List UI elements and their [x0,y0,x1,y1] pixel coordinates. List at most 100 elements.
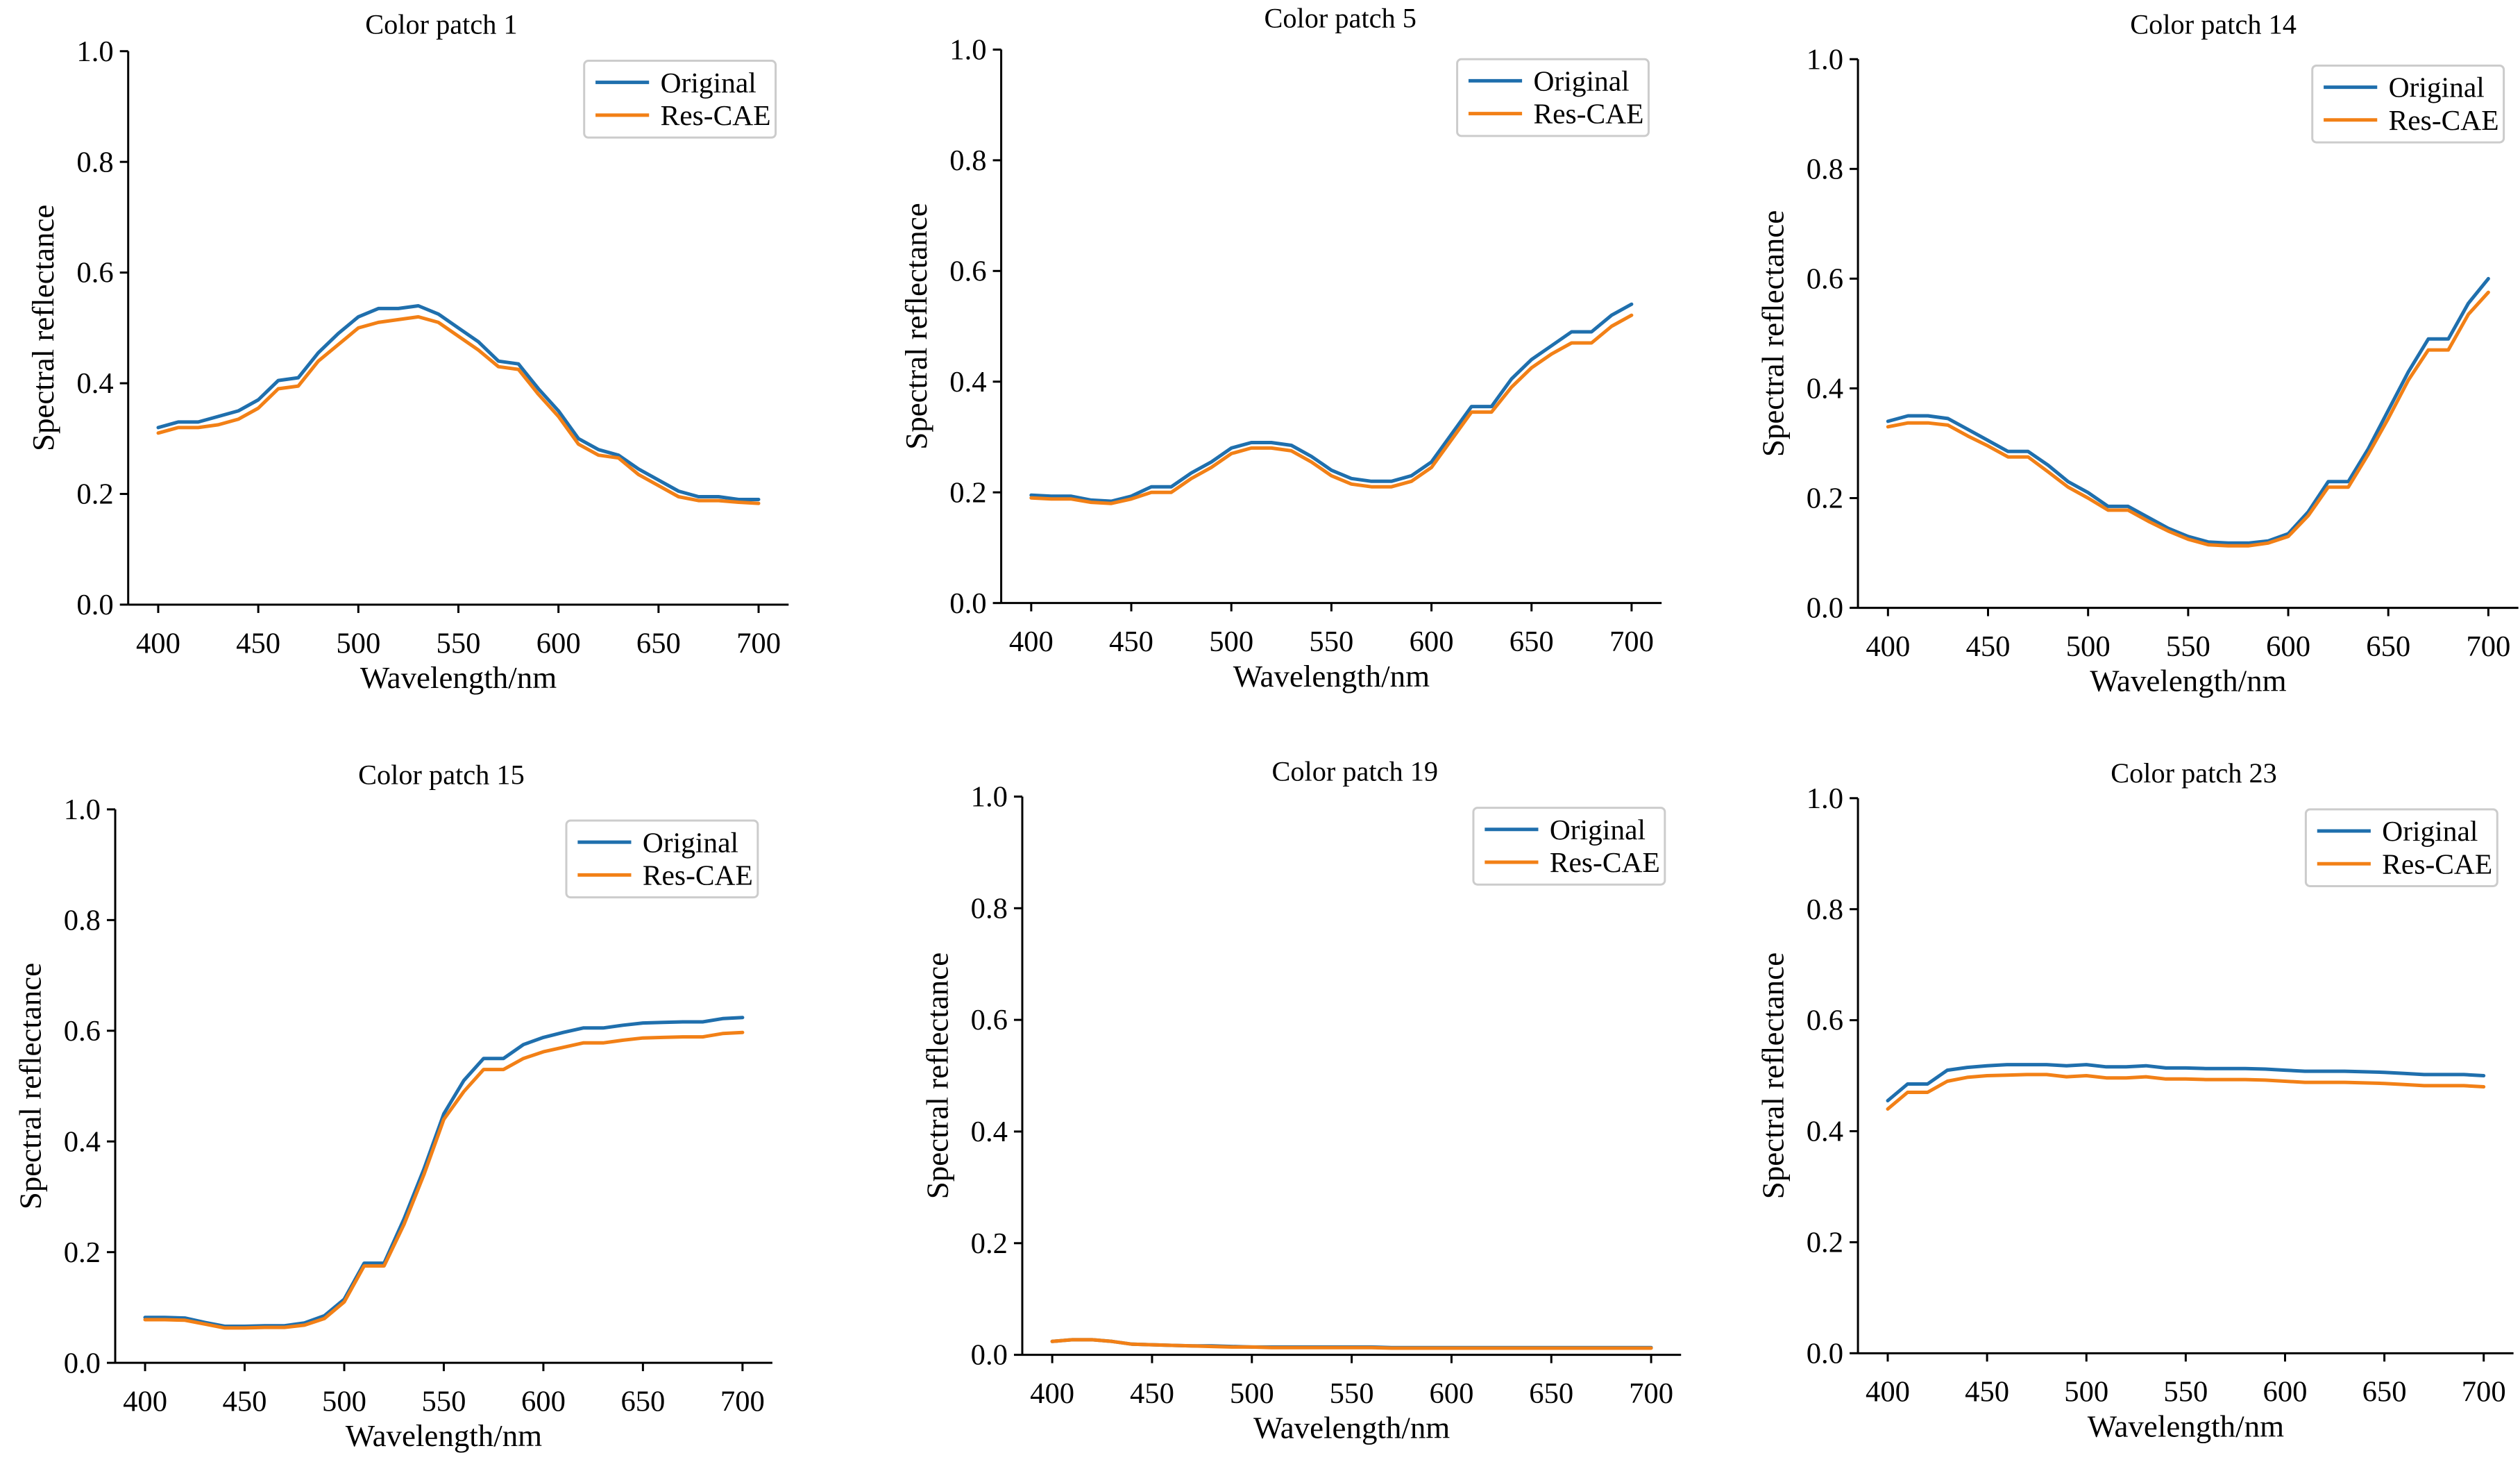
y-tick-label: 0.8 [949,144,986,177]
legend-box [1472,807,1666,886]
x-axis-label: Wavelength/nm [2090,664,2286,698]
y-tick-label: 0.0 [76,589,113,621]
y-tick-label: 0.4 [1807,373,1843,405]
x-tick-label: 450 [1130,1377,1174,1410]
subplot-6: Color patch 23 400 450 500 550 600 650 700 0.0 0.… [1756,757,2514,1443]
y-tick-label: 0.0 [1807,1337,1843,1370]
legend-label: Res-CAE [1533,98,1643,130]
series-line-res-cae [156,314,761,505]
legend-label: Res-CAE [2382,848,2492,880]
y-tick-label: 0.4 [64,1125,101,1158]
x-tick-label: 700 [720,1386,765,1418]
x-axis-label: Wavelength/nm [2088,1409,2284,1443]
y-tick-label: 0.0 [949,587,986,620]
y-tick-label: 1.0 [949,34,986,67]
y-tick-label: 0.6 [1807,262,1843,295]
y-tick-label: 0.6 [76,257,113,289]
x-tick-label: 600 [2263,1376,2308,1409]
series-line-res-cae [143,1030,745,1330]
legend-box [565,819,759,899]
y-tick-label: 0.8 [1807,153,1843,185]
x-tick-label: 600 [2266,630,2310,663]
x-tick-label: 400 [1030,1377,1074,1410]
x-tick-label: 650 [2362,1376,2407,1409]
series-line-res-cae [1050,1338,1653,1350]
y-tick-label: 0.4 [971,1116,1008,1148]
y-tick-label: 1.0 [76,35,113,68]
x-tick-label: 550 [421,1386,466,1418]
y-tick-label: 0.6 [1807,1005,1843,1037]
y-tick-label: 0.4 [949,366,986,398]
legend-box [583,60,777,139]
x-tick-label: 550 [2163,1376,2208,1409]
subplot-2: Color patch 5 400 450 500 550 600 650 700 0.0 0.2… [899,2,1662,694]
x-tick-label: 650 [1529,1377,1573,1410]
x-tick-label: 550 [1330,1377,1374,1410]
x-tick-label: 450 [1966,630,2011,663]
x-tick-label: 600 [1429,1377,1473,1410]
x-tick-label: 550 [437,627,481,659]
y-tick-label: 0.4 [76,367,113,400]
series-line-original [143,1016,745,1328]
x-tick-label: 500 [1230,1377,1274,1410]
y-tick-label: 0.8 [76,146,113,178]
legend-label: Original [1550,814,1646,846]
subplot-title: Color patch 14 [2130,9,2297,40]
y-tick-label: 0.2 [1807,482,1843,515]
x-tick-label: 500 [336,627,380,659]
x-tick-label: 600 [1410,625,1454,658]
series-line-res-cae [1886,1073,2486,1111]
x-tick-label: 600 [521,1386,566,1418]
x-tick-label: 700 [1629,1377,1673,1410]
legend-label: Original [661,67,756,99]
legend-box [1456,58,1650,137]
x-axis-label: Wavelength/nm [1253,1411,1450,1445]
x-tick-label: 500 [2064,1376,2108,1409]
legend-label: Original [1533,65,1629,96]
x-tick-label: 600 [536,627,581,659]
x-tick-label: 650 [636,627,681,659]
y-tick-label: 0.0 [1807,592,1843,625]
x-tick-label: 650 [620,1386,665,1418]
y-axis-label: Spectral reflectance [1756,952,1791,1199]
y-tick-label: 0.2 [76,478,113,511]
subplot-title: Color patch 5 [1265,2,1417,33]
x-tick-label: 450 [223,1386,267,1418]
x-tick-label: 500 [2066,630,2111,663]
series-line-original [156,304,761,501]
subplot-3: Color patch 14 400 450 500 550 600 650 700 0.0 0.… [1756,9,2519,698]
x-tick-label: 500 [1209,625,1253,658]
x-tick-label: 650 [2366,630,2410,663]
y-tick-label: 1.0 [971,781,1008,814]
y-tick-label: 0.6 [64,1015,101,1048]
y-tick-label: 0.2 [64,1236,101,1269]
x-tick-label: 700 [736,627,781,659]
subplot-5: Color patch 19 400 450 500 550 600 650 700 0.0 0.… [920,756,1682,1445]
y-axis-label: Spectral reflectance [13,963,48,1209]
x-axis-label: Wavelength/nm [1233,659,1430,694]
y-tick-label: 0.8 [1807,893,1843,926]
series-line-original [1886,276,2490,545]
legend-label: Original [2382,815,2478,847]
y-tick-label: 0.0 [64,1347,101,1379]
x-tick-label: 400 [1866,1376,1910,1409]
x-axis-label: Wavelength/nm [360,660,557,695]
y-tick-label: 0.2 [971,1227,1008,1260]
x-tick-label: 450 [236,627,280,659]
subplot-title: Color patch 1 [365,9,517,40]
subplot-title: Color patch 23 [2111,757,2277,789]
subplot-4: Color patch 15 400 450 500 550 600 650 700 0.0 0.… [13,759,772,1453]
series-line-res-cae [1029,313,1634,505]
legend-box [2304,808,2498,888]
x-tick-label: 500 [322,1386,366,1418]
subplot-title: Color patch 15 [358,759,525,790]
x-tick-label: 550 [1309,625,1353,658]
y-tick-label: 0.4 [1807,1116,1843,1148]
series-line-res-cae [1886,290,2490,548]
y-tick-label: 1.0 [1807,782,1843,815]
